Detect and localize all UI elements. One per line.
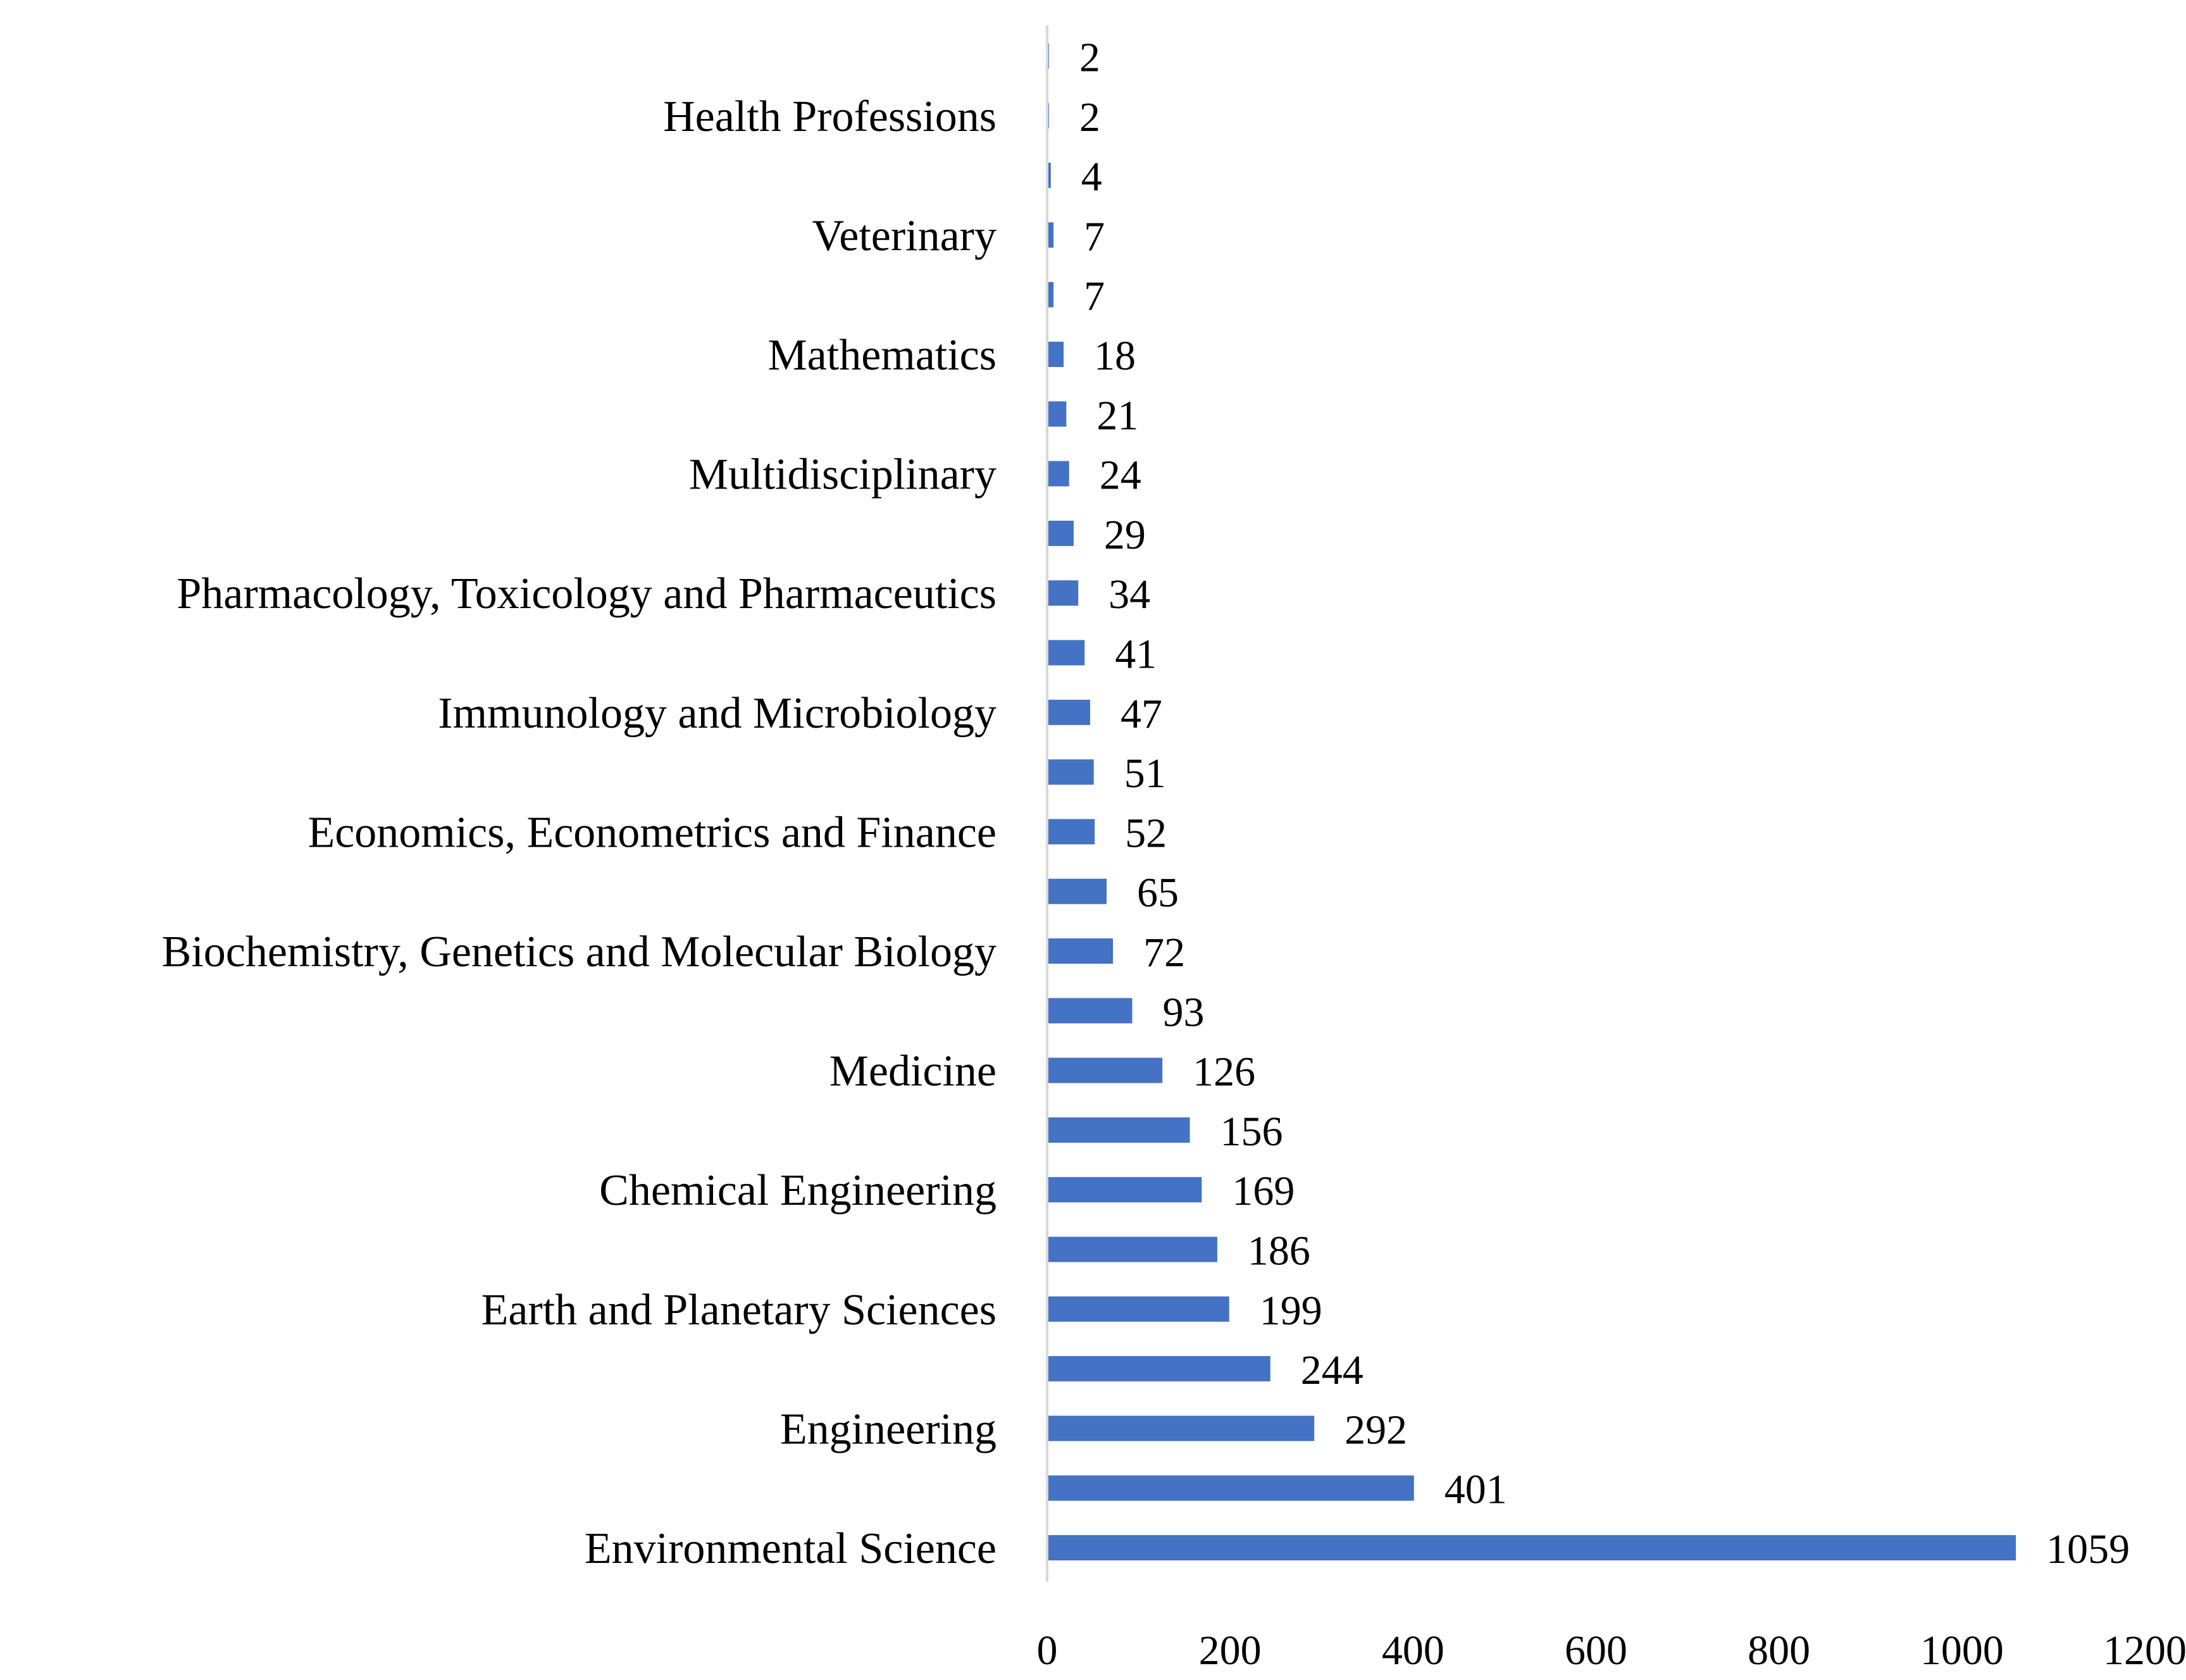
bar-3 <box>1047 1416 1314 1441</box>
bar-11 <box>1047 938 1113 964</box>
value-label-3: 292 <box>1345 1407 1407 1453</box>
x-tick-label-800: 800 <box>1748 1627 1810 1674</box>
category-label-biochemistry-genetics-and-molecular-biology: Biochemistry, Genetics and Molecular Bio… <box>162 928 997 976</box>
x-tick-label-0: 0 <box>1037 1627 1058 1674</box>
x-tick-label-200: 200 <box>1199 1627 1262 1674</box>
value-label-23: 7 <box>1084 213 1105 259</box>
value-label-4: 244 <box>1301 1347 1363 1393</box>
bar-12 <box>1047 879 1107 904</box>
bar-19 <box>1047 461 1069 487</box>
bar-5 <box>1047 1297 1229 1322</box>
value-label-9: 126 <box>1193 1049 1255 1095</box>
bar-4 <box>1047 1356 1270 1381</box>
value-label-7: 169 <box>1232 1168 1295 1214</box>
value-label-18: 29 <box>1104 512 1146 558</box>
category-label-environmental-science: Environmental Science <box>585 1524 997 1573</box>
x-tick-label-1000: 1000 <box>1920 1627 2004 1674</box>
category-label-earth-and-planetary-sciences: Earth and Planetary Sciences <box>481 1286 997 1335</box>
value-label-16: 41 <box>1115 632 1157 678</box>
value-label-22: 7 <box>1084 273 1105 320</box>
bar-17 <box>1047 580 1078 606</box>
category-label-veterinary: Veterinary <box>812 211 997 260</box>
category-label-economics-econometrics-and-finance: Economics, Econometrics and Finance <box>307 808 997 857</box>
value-label-12: 65 <box>1137 870 1179 916</box>
category-label-multidisciplinary: Multidisciplinary <box>689 451 997 499</box>
bar-2 <box>1047 1476 1414 1501</box>
category-label-health-professions: Health Professions <box>663 92 997 141</box>
value-label-2: 401 <box>1444 1467 1507 1513</box>
value-label-13: 52 <box>1125 810 1167 856</box>
category-label-mathematics: Mathematics <box>767 331 997 380</box>
bar-6 <box>1047 1237 1217 1262</box>
bar-1 <box>1047 1535 2016 1560</box>
category-label-chemical-engineering: Chemical Engineering <box>599 1166 997 1215</box>
bar-18 <box>1047 521 1074 546</box>
value-label-26: 2 <box>1079 35 1100 81</box>
bar-9 <box>1047 1058 1162 1083</box>
bar-13 <box>1047 819 1095 844</box>
category-label-immunology-and-microbiology: Immunology and Microbiology <box>438 689 997 738</box>
bar-10 <box>1047 998 1132 1023</box>
category-label-engineering: Engineering <box>780 1405 997 1453</box>
value-label-17: 34 <box>1109 571 1150 618</box>
value-label-24: 4 <box>1081 154 1102 200</box>
value-label-10: 93 <box>1162 989 1204 1035</box>
bar-15 <box>1047 700 1090 725</box>
x-tick-label-400: 400 <box>1382 1627 1444 1674</box>
bar-chart: 1059401292244199186169156126937265525147… <box>0 0 2186 1680</box>
value-label-1: 1059 <box>2046 1526 2130 1572</box>
value-label-6: 186 <box>1248 1228 1310 1274</box>
value-label-15: 47 <box>1121 691 1162 737</box>
bar-8 <box>1047 1117 1190 1143</box>
value-label-25: 2 <box>1079 94 1100 140</box>
value-label-19: 24 <box>1100 452 1141 499</box>
category-label-medicine: Medicine <box>829 1047 997 1096</box>
category-label-pharmacology-toxicology-and-pharmaceutics: Pharmacology, Toxicology and Pharmaceuti… <box>177 569 997 618</box>
value-label-11: 72 <box>1143 930 1185 976</box>
value-label-14: 51 <box>1124 750 1166 797</box>
value-label-8: 156 <box>1220 1109 1283 1155</box>
bar-20 <box>1047 401 1066 426</box>
bar-14 <box>1047 759 1094 785</box>
x-tick-label-1200: 1200 <box>2103 1627 2186 1674</box>
x-tick-label-600: 600 <box>1565 1627 1627 1674</box>
value-label-21: 18 <box>1094 333 1136 379</box>
value-label-20: 21 <box>1096 392 1138 439</box>
value-label-5: 199 <box>1260 1288 1322 1334</box>
bar-7 <box>1047 1177 1202 1202</box>
bar-16 <box>1047 640 1084 666</box>
bar-21 <box>1047 342 1064 367</box>
